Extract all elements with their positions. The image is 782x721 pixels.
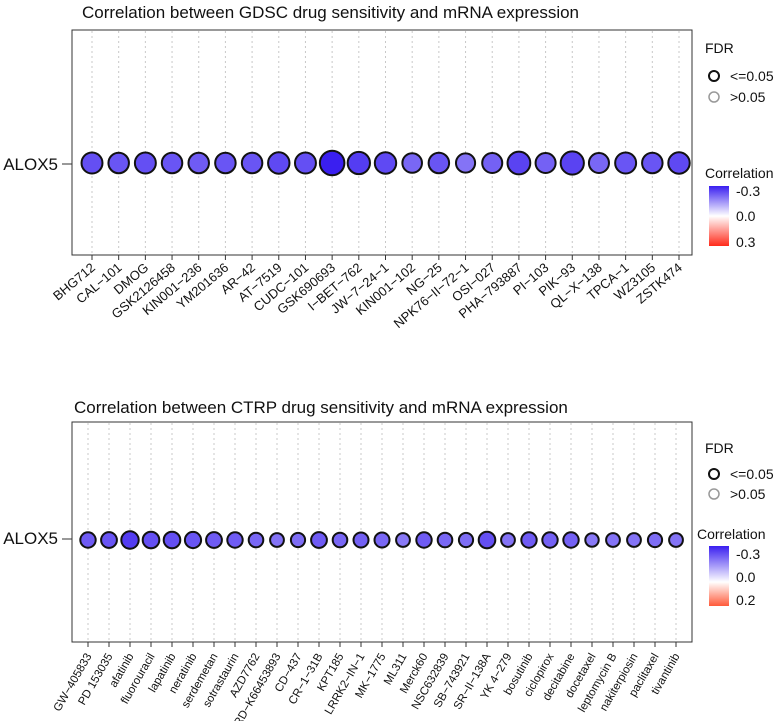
data-point bbox=[289, 531, 307, 549]
gdsc-fdr-title: FDR bbox=[705, 40, 734, 56]
ctrp-corr-tick-mid: 0.0 bbox=[736, 569, 756, 585]
data-point bbox=[247, 531, 265, 549]
ctrp-x-ticks bbox=[87, 642, 677, 647]
ctrp-panel: Correlation between CTRP drug sensitivit… bbox=[3, 398, 774, 721]
gdsc-fdr-sig-label: <=0.05 bbox=[730, 68, 774, 84]
ctrp-gene-label: ALOX5 bbox=[3, 529, 58, 548]
gdsc-fdr-nonsig-label: >0.05 bbox=[730, 89, 766, 105]
data-point bbox=[520, 531, 538, 549]
data-point bbox=[401, 152, 423, 174]
gdsc-corr-tick-mid: 0.0 bbox=[736, 208, 756, 224]
data-point bbox=[541, 531, 559, 549]
data-point bbox=[668, 532, 684, 548]
data-point bbox=[79, 531, 97, 549]
data-point bbox=[646, 531, 664, 549]
data-point bbox=[310, 531, 328, 549]
data-point bbox=[454, 152, 477, 174]
ctrp-legend: FDR <=0.05 >0.05 Correlation -0.3 0.0 0.… bbox=[697, 440, 774, 608]
data-point bbox=[226, 531, 244, 549]
data-point bbox=[100, 531, 118, 549]
ctrp-dots bbox=[79, 530, 684, 550]
data-point bbox=[160, 151, 184, 175]
gdsc-panel: Correlation between GDSC drug sensitivit… bbox=[3, 3, 774, 331]
data-point bbox=[415, 531, 433, 549]
ctrp-fdr-nonsig-symbol bbox=[708, 488, 720, 500]
data-point bbox=[267, 151, 291, 175]
ctrp-corr-title: Correlation bbox=[697, 526, 765, 542]
gdsc-plot-frame bbox=[71, 29, 693, 256]
gdsc-gene-label: ALOX5 bbox=[3, 155, 58, 174]
data-point bbox=[352, 531, 370, 549]
data-point bbox=[346, 150, 371, 176]
gdsc-x-labels: BHG712CAL−101DMOGGSK2126458KIN001−236YM2… bbox=[50, 260, 685, 331]
data-point bbox=[214, 151, 237, 175]
data-point bbox=[614, 151, 638, 175]
data-point bbox=[373, 151, 398, 175]
data-point bbox=[457, 531, 475, 549]
data-point bbox=[506, 150, 532, 176]
data-point bbox=[80, 151, 104, 175]
data-point bbox=[667, 151, 691, 175]
data-point bbox=[183, 530, 203, 550]
data-point bbox=[240, 151, 264, 175]
gdsc-corr-tick-bottom: 0.3 bbox=[736, 234, 756, 250]
gdsc-colorbar bbox=[709, 186, 729, 246]
ctrp-fdr-sig-label: <=0.05 bbox=[730, 466, 774, 482]
data-point bbox=[107, 151, 130, 175]
ctrp-fdr-sig-symbol bbox=[708, 468, 720, 480]
gdsc-title: Correlation between GDSC drug sensitivit… bbox=[82, 3, 579, 22]
data-point bbox=[373, 531, 391, 549]
data-point bbox=[534, 151, 557, 175]
data-point bbox=[559, 150, 585, 176]
data-point bbox=[331, 531, 349, 549]
data-point bbox=[162, 530, 182, 550]
data-point bbox=[641, 151, 664, 175]
data-point bbox=[477, 530, 497, 550]
ctrp-fdr-nonsig-label: >0.05 bbox=[730, 486, 766, 502]
data-point bbox=[141, 530, 161, 550]
ctrp-grid bbox=[87, 423, 677, 642]
ctrp-title: Correlation between CTRP drug sensitivit… bbox=[74, 398, 568, 417]
ctrp-fdr-title: FDR bbox=[705, 440, 734, 456]
ctrp-corr-tick-top: -0.3 bbox=[736, 546, 760, 562]
data-point bbox=[587, 151, 610, 175]
data-point bbox=[605, 532, 621, 548]
data-point bbox=[293, 151, 317, 175]
data-point bbox=[187, 151, 210, 175]
data-point bbox=[205, 531, 223, 549]
gdsc-fdr-nonsig-symbol bbox=[708, 91, 720, 103]
data-point bbox=[395, 532, 411, 548]
data-point bbox=[500, 532, 516, 548]
gdsc-corr-tick-top: -0.3 bbox=[736, 183, 760, 199]
gdsc-grid bbox=[91, 31, 680, 255]
data-point bbox=[269, 532, 285, 548]
data-point bbox=[427, 151, 451, 175]
data-point bbox=[626, 532, 642, 548]
data-point bbox=[120, 530, 140, 550]
ctrp-corr-tick-bottom: 0.2 bbox=[736, 592, 756, 608]
data-point bbox=[481, 151, 504, 175]
data-point bbox=[562, 531, 580, 549]
gdsc-fdr-sig-symbol bbox=[708, 70, 720, 82]
gdsc-legend: FDR <=0.05 >0.05 Correlation -0.3 0.0 0.… bbox=[705, 40, 774, 250]
data-point bbox=[436, 531, 454, 549]
data-point bbox=[318, 149, 346, 177]
gdsc-x-ticks bbox=[91, 255, 680, 260]
gdsc-dots bbox=[80, 149, 691, 177]
gdsc-corr-title: Correlation bbox=[705, 165, 773, 181]
ctrp-colorbar bbox=[709, 546, 729, 606]
data-point bbox=[133, 151, 157, 175]
data-point bbox=[584, 532, 600, 548]
